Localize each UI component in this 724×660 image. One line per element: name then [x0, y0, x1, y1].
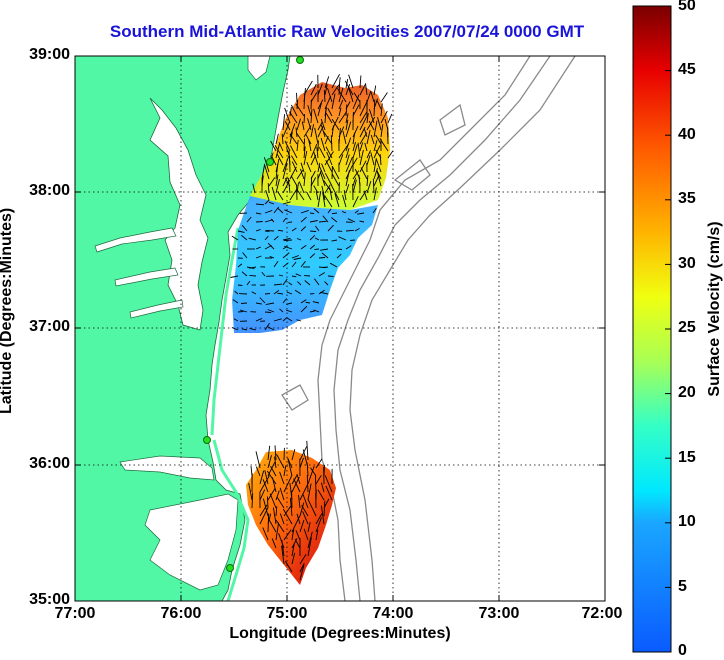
x-tick-label: 76:00 — [151, 605, 211, 623]
colorbar-tick-label: 25 — [678, 319, 696, 337]
x-axis-label: Longitude (Degrees:Minutes) — [75, 625, 605, 643]
radar-station-marker — [204, 437, 211, 444]
colorbar-tick-label: 0 — [678, 642, 687, 660]
colorbar-tick-label: 15 — [678, 449, 696, 467]
colorbar-tick-label: 10 — [678, 513, 696, 531]
colorbar-tick-label: 30 — [678, 255, 696, 273]
velocity-vector — [319, 258, 325, 259]
velocity-vector — [284, 240, 292, 241]
velocity-vector — [339, 84, 340, 95]
x-tick-label: 77:00 — [45, 605, 105, 623]
velocity-vector — [323, 267, 328, 268]
velocity-vector — [297, 100, 298, 109]
colorbar-tick-label: 40 — [678, 126, 696, 144]
velocity-vector — [310, 231, 316, 232]
x-tick-label: 72:00 — [572, 605, 632, 623]
y-tick-label: 39:00 — [14, 46, 70, 64]
y-axis-label: Latitude (Degrees:Minutes) — [0, 244, 16, 414]
colorbar-tick-label: 20 — [678, 384, 696, 402]
velocity-vector — [310, 213, 314, 214]
velocity-vector — [241, 303, 247, 304]
colorbar-tick-label: 5 — [678, 578, 687, 596]
radar-station-marker — [297, 57, 304, 64]
velocity-vector — [297, 93, 298, 102]
colorbar-label: Surface Velocity (cm/s) — [706, 219, 724, 399]
velocity-vector — [238, 312, 243, 313]
colorbar-tick-label: 35 — [678, 190, 696, 208]
velocity-vector — [314, 249, 319, 250]
velocity-vector — [311, 177, 312, 193]
y-tick-label: 38:00 — [14, 182, 70, 200]
x-tick-label: 73:00 — [469, 605, 529, 623]
radar-station-marker — [227, 565, 234, 572]
velocity-vector — [267, 497, 268, 509]
colorbar-tick-label: 45 — [678, 61, 696, 79]
velocity-vector — [328, 276, 334, 277]
velocity-vector — [249, 275, 256, 276]
velocity-vector — [265, 312, 271, 313]
velocity-vector — [388, 131, 389, 144]
velocity-vector — [304, 114, 305, 123]
velocity-vector — [256, 222, 263, 223]
velocity-vector — [266, 230, 274, 231]
radar-station-marker — [267, 159, 274, 166]
x-tick-label: 74:00 — [363, 605, 423, 623]
velocity-vector — [238, 285, 242, 286]
velocity-vector — [315, 475, 316, 492]
colorbar-tick-label: 50 — [678, 0, 696, 15]
velocity-vector — [350, 240, 355, 241]
y-tick-label: 37:00 — [14, 318, 70, 336]
velocity-vector — [265, 294, 270, 295]
x-tick-label: 75:00 — [257, 605, 317, 623]
y-tick-label: 36:00 — [14, 455, 70, 473]
velocity-vector — [337, 249, 342, 250]
